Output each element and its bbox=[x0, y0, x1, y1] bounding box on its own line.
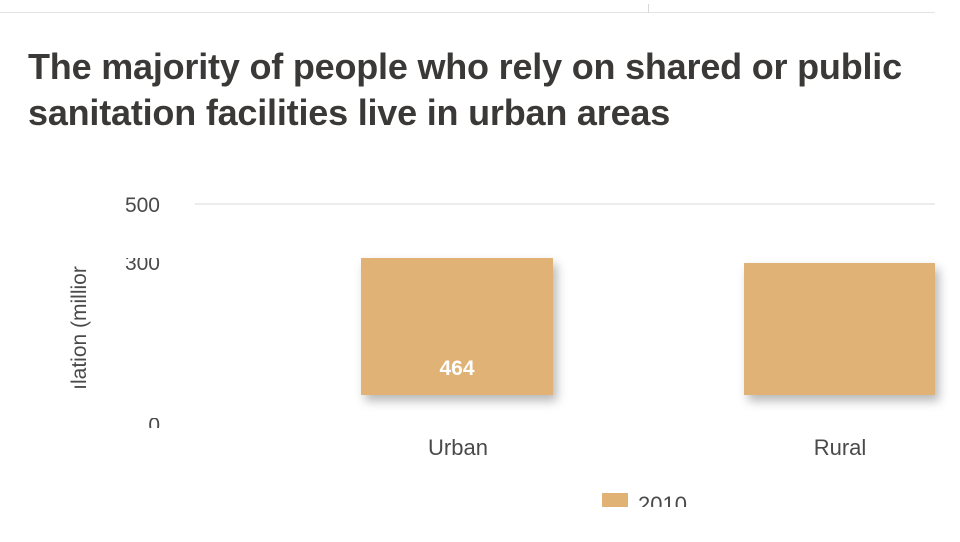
legend-swatch-2010 bbox=[602, 493, 628, 507]
category-label-urban: Urban bbox=[428, 435, 488, 460]
y-axis-label: ılation (millior bbox=[68, 266, 91, 390]
legend-label-2010: 2010 bbox=[638, 492, 687, 517]
bar-urban bbox=[361, 258, 553, 395]
y-tick-bottom: 0 bbox=[148, 414, 160, 437]
category-label-rural: Rural bbox=[814, 435, 867, 460]
chart-title: The majority of people who rely on share… bbox=[28, 46, 902, 133]
y-tick-middle: 300 bbox=[125, 252, 160, 275]
top-divider bbox=[0, 12, 935, 13]
y-tick-top: 500 bbox=[125, 194, 160, 217]
top-divider-tick bbox=[648, 4, 649, 13]
bar-rural bbox=[744, 263, 935, 395]
value-label-urban: 464 bbox=[439, 357, 474, 380]
